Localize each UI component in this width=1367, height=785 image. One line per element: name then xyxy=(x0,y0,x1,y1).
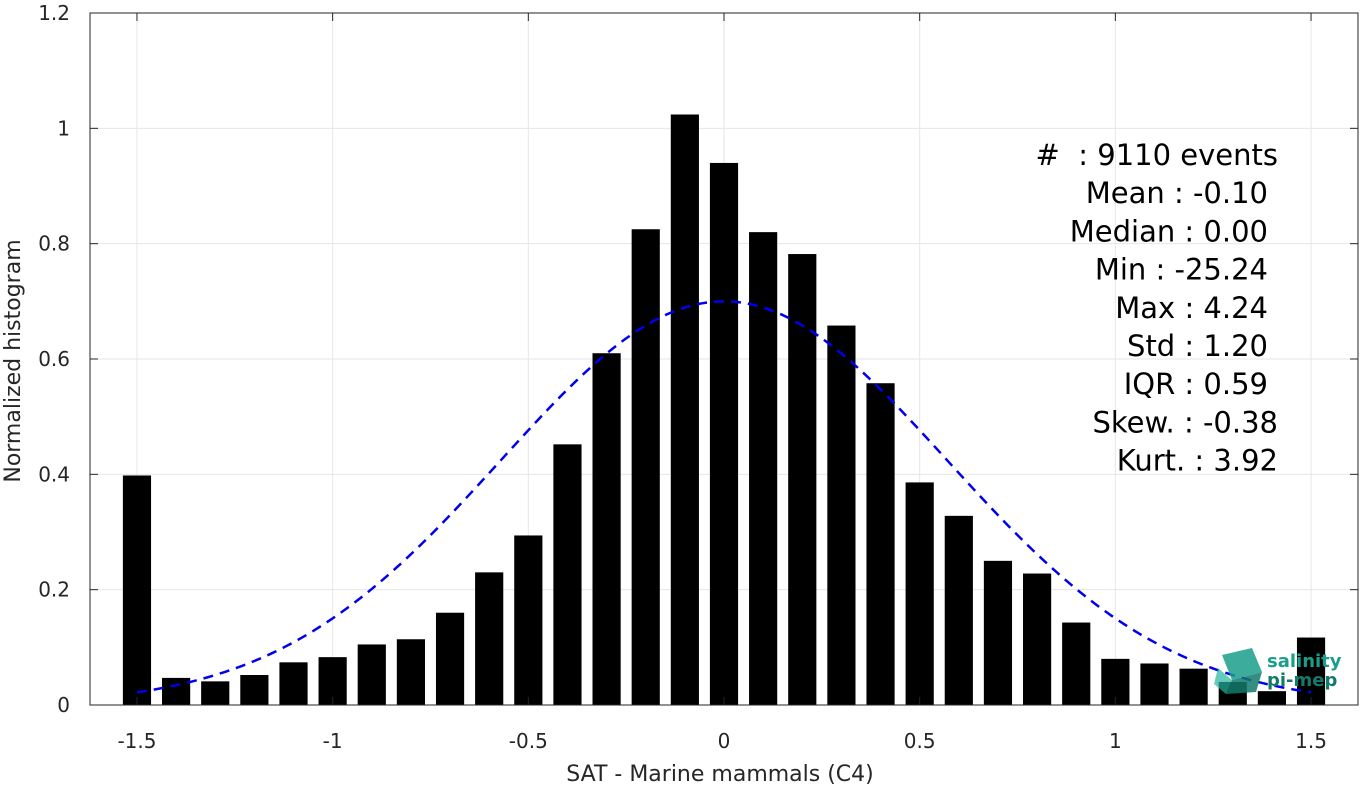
histogram-bar xyxy=(396,639,426,705)
x-tick-label: -0.5 xyxy=(509,729,548,753)
histogram-bar xyxy=(279,662,308,705)
x-tick-label: 1.5 xyxy=(1295,729,1327,753)
histogram-bar xyxy=(709,162,739,705)
x-tick-label: -1 xyxy=(323,729,343,753)
stat-line: Mean : -0.10 xyxy=(1086,176,1268,210)
histogram-bar xyxy=(475,572,504,705)
histogram-bar xyxy=(240,675,269,705)
histogram-bar xyxy=(357,644,386,705)
histogram-bar xyxy=(201,681,230,705)
y-tick-label: 0.2 xyxy=(38,578,70,602)
x-tick-label: -1.5 xyxy=(117,729,156,753)
histogram-bar xyxy=(553,444,582,705)
histogram-bar xyxy=(670,114,699,705)
salinity-pimep-logo: salinity pi-mep xyxy=(1214,648,1342,694)
logo-text-pimep: pi-mep xyxy=(1267,670,1337,691)
x-tick-label: 0 xyxy=(718,729,731,753)
stat-line: Std : 1.20 xyxy=(1127,329,1268,363)
y-tick-label: 0.6 xyxy=(38,347,70,371)
stat-line: Kurt. : 3.92 xyxy=(1117,444,1278,478)
bars xyxy=(122,114,1326,705)
x-axis-label: SAT - Marine mammals (C4) xyxy=(566,762,874,785)
stat-line: IQR : 0.59 xyxy=(1124,367,1268,401)
histogram-bar xyxy=(631,229,660,705)
histogram-bar xyxy=(1140,663,1169,705)
stat-line: # : 9110 events xyxy=(1036,138,1278,172)
histogram-bar xyxy=(1062,622,1091,705)
y-tick-label: 1.2 xyxy=(38,1,70,25)
histogram-bar xyxy=(592,353,621,705)
y-tick-label: 0.8 xyxy=(38,232,70,256)
histogram-bar xyxy=(944,515,973,705)
histogram-bar xyxy=(1257,691,1286,705)
histogram-bar xyxy=(827,325,856,705)
x-axis-ticks: -1.5 -1 -0.5 0 0.5 1 1.5 xyxy=(117,13,1327,753)
histogram-bar xyxy=(983,560,1013,705)
y-axis-label: Normalized histogram xyxy=(1,239,26,482)
stats-box: # : 9110 events Mean : -0.10 Median : 0.00… xyxy=(1036,138,1278,478)
y-tick-label: 1 xyxy=(57,116,70,140)
logo-text-salinity: salinity xyxy=(1267,651,1342,672)
stat-line: Median : 0.00 xyxy=(1070,214,1268,248)
histogram-bar xyxy=(162,677,191,705)
stat-line: Skew. : -0.38 xyxy=(1092,405,1278,439)
histogram-bar xyxy=(1179,668,1208,705)
histogram-bar xyxy=(122,475,152,705)
histogram-bar xyxy=(749,232,778,705)
y-tick-label: 0 xyxy=(57,693,70,717)
stat-line: Max : 4.24 xyxy=(1115,291,1268,325)
histogram-bar xyxy=(1022,573,1052,705)
histogram-bar xyxy=(905,482,934,705)
histogram-bar xyxy=(1296,637,1326,705)
logo-cube-icon xyxy=(1214,648,1262,694)
y-tick-label: 0.4 xyxy=(38,462,70,486)
x-tick-label: 1 xyxy=(1109,729,1122,753)
histogram-bar xyxy=(514,535,543,705)
histogram-bar xyxy=(866,383,895,705)
histogram-bar xyxy=(435,612,465,705)
x-tick-label: 0.5 xyxy=(904,729,936,753)
histogram-bar xyxy=(788,254,817,705)
stat-line: Min : -25.24 xyxy=(1095,253,1268,287)
y-axis-ticks: 0 0.2 0.4 0.6 0.8 1 1.2 xyxy=(38,1,1358,717)
normal-fit-curve xyxy=(136,300,1312,694)
